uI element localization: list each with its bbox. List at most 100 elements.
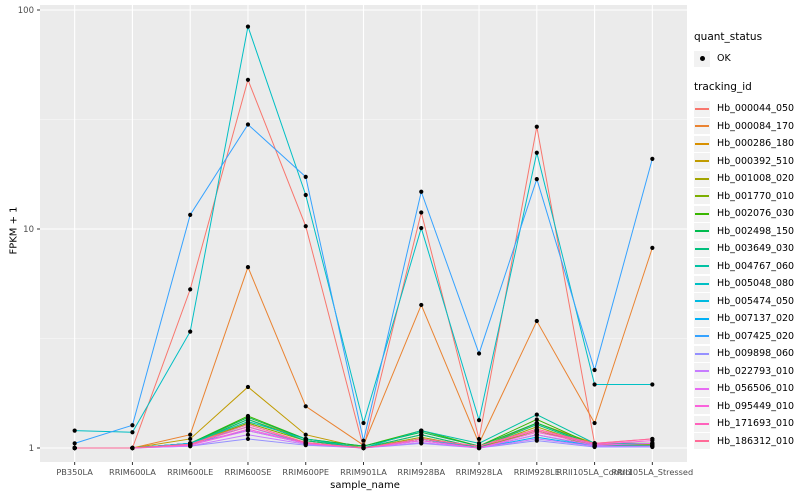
legend-entry-label: Hb_003649_030 (717, 243, 795, 254)
legend-line-swatch (694, 380, 710, 397)
legend: quant_status OK tracking_id Hb_000044_05… (694, 31, 794, 450)
legend-entry: Hb_000044_050 (694, 100, 794, 117)
legend-entry-label: Hb_007425_020 (717, 330, 795, 342)
legend-entry: Hb_005048_080 (694, 275, 794, 292)
data-point (72, 428, 77, 433)
data-point (419, 210, 424, 215)
data-point (303, 440, 308, 445)
legend-entry: Hb_007137_020 (694, 310, 794, 327)
data-point (592, 382, 597, 387)
legend-entry: Hb_000084_170 (694, 118, 794, 135)
legend-entry-label: Hb_001008_020 (717, 173, 795, 184)
data-point (361, 438, 366, 443)
legend-line-swatch (694, 275, 710, 292)
legend-line-swatch (694, 188, 710, 204)
legend-entry-label: Hb_171693_010 (717, 418, 795, 429)
legend-line-swatch (694, 258, 710, 274)
data-point (188, 432, 193, 437)
legend-entry-label: Hb_056506_010 (717, 383, 795, 394)
legend-entry-label: Hb_186312_010 (717, 435, 795, 447)
data-point (188, 436, 193, 442)
legend-entry: Hb_003649_030 (694, 240, 794, 257)
data-point (303, 224, 308, 229)
legend-line-swatch (694, 118, 710, 134)
x-tick-label: RRII105LA_Control (557, 467, 633, 477)
legend-entry: Hb_171693_010 (694, 415, 794, 432)
data-point (188, 287, 193, 292)
legend-entry-label: Hb_002498_150 (717, 225, 795, 237)
data-point (534, 436, 539, 442)
data-point (130, 423, 135, 428)
data-point (650, 382, 655, 387)
legend-entry-label: Hb_005474_050 (717, 295, 795, 307)
data-point (303, 436, 308, 442)
data-point (188, 442, 193, 447)
legend-entry: Hb_002498_150 (694, 223, 794, 240)
data-point (72, 441, 77, 446)
legend-line-swatch (694, 205, 710, 222)
x-tick-label: RRIM901LA (340, 467, 387, 477)
legend-entry: Hb_005474_050 (694, 293, 794, 310)
data-point (419, 428, 424, 433)
y-tick-label: 1 (29, 444, 34, 454)
data-point (419, 436, 424, 442)
legend-line-swatch (694, 310, 710, 327)
y-tick-label: 10 (23, 225, 34, 235)
legend-entry-label: Hb_000084_170 (717, 120, 795, 132)
legend-entry-label: Hb_002076_030 (717, 208, 795, 219)
legend-entry: Hb_001770_010 (694, 188, 794, 205)
data-point (245, 436, 251, 442)
legend-entry-quant-ok: OK (694, 50, 794, 67)
legend-title-tracking-id: tracking_id (694, 81, 752, 93)
data-point (592, 420, 597, 426)
data-point (419, 432, 424, 437)
data-point (245, 432, 251, 437)
data-point (361, 420, 366, 426)
legend-line-swatch (694, 415, 710, 432)
data-point (650, 245, 655, 250)
legend-entry-label: Hb_000286_180 (717, 138, 795, 149)
data-point (592, 367, 597, 373)
data-point (245, 122, 251, 127)
data-point (303, 432, 308, 437)
legend-entry-label: OK (717, 53, 731, 64)
legend-entry: Hb_186312_010 (694, 433, 794, 450)
data-point (650, 436, 655, 442)
data-point (419, 302, 424, 308)
legend-entry-label: Hb_095449_010 (717, 400, 795, 412)
legend-entry-label: Hb_007137_020 (717, 313, 795, 324)
x-tick-label: PB350LA (56, 467, 93, 477)
legend-entry-label: Hb_004767_060 (717, 260, 795, 272)
legend-entry: Hb_007425_020 (694, 328, 794, 345)
y-tick-label: 100 (18, 6, 34, 16)
data-point (476, 351, 482, 356)
x-tick-label: RRIM928LE (514, 467, 560, 477)
data-point (361, 445, 366, 451)
legend-entry: Hb_009898_060 (694, 345, 794, 362)
legend-entry-label: Hb_022793_010 (717, 365, 795, 377)
legend-line-swatch (694, 433, 710, 449)
data-point (534, 417, 539, 422)
data-point (419, 189, 424, 194)
x-tick-label: RRIM600SE (225, 467, 272, 477)
data-point (188, 329, 193, 334)
data-point (534, 124, 539, 129)
legend-entry-label: Hb_000392_510 (717, 155, 795, 167)
x-tick-label: RRIM928BA (397, 467, 445, 477)
data-point (245, 384, 251, 390)
x-tick-label: RRIM600PE (282, 467, 329, 477)
legend-entry: Hb_000286_180 (694, 135, 794, 152)
x-tick-label: RRIM928LA (456, 467, 503, 477)
data-point (650, 156, 655, 161)
x-tick-label: RRII105LA_Stressed (611, 467, 693, 477)
legend-entry: Hb_004767_060 (694, 258, 794, 275)
data-point (534, 426, 539, 432)
x-tick-label: RRIM600LE (167, 467, 213, 477)
x-tick-label: RRIM600LA (109, 467, 156, 477)
legend-entry-label: Hb_001770_010 (717, 190, 795, 202)
data-point (245, 419, 251, 424)
legend-entry-label: Hb_009898_060 (717, 348, 795, 359)
data-point (245, 264, 251, 270)
